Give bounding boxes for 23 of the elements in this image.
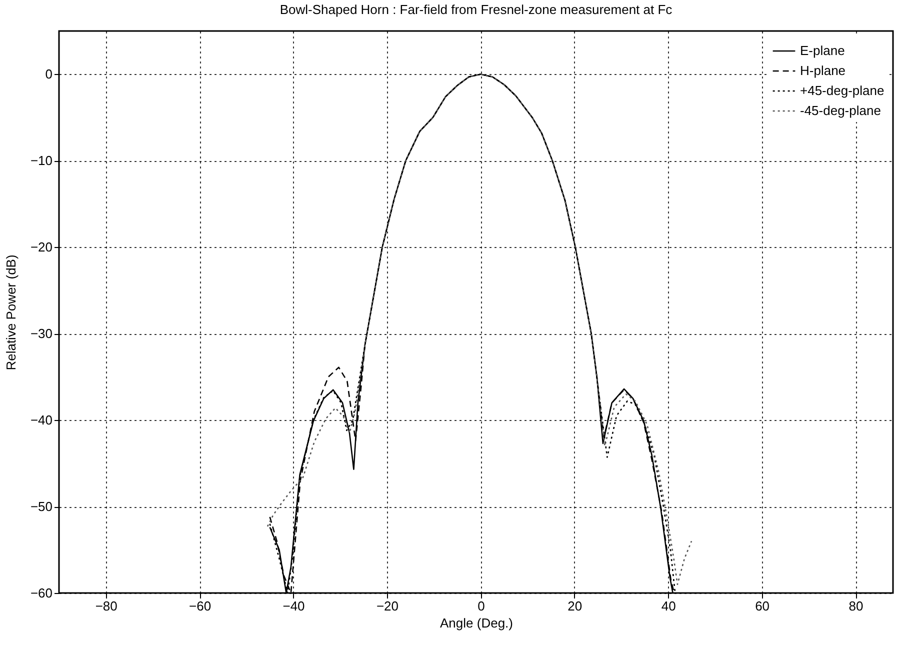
x-tick-label: −60 xyxy=(189,598,212,614)
legend-label: +45-deg-plane xyxy=(800,83,884,98)
x-tick-label: 40 xyxy=(661,598,676,614)
x-axis-title: Angle (Deg.) xyxy=(440,616,513,630)
y-tick-label: −10 xyxy=(30,153,52,168)
y-axis-title: Relative Power (dB) xyxy=(3,254,18,370)
y-tick-label: −50 xyxy=(30,499,52,514)
y-tick-label: −30 xyxy=(30,326,52,342)
legend-label: H-plane xyxy=(800,63,846,78)
legend-label: -45-deg-plane xyxy=(800,103,881,118)
y-tick-label: −20 xyxy=(30,240,52,255)
x-tick-label: 60 xyxy=(755,598,770,614)
x-tick-label: −80 xyxy=(95,598,118,614)
chart-title: Bowl-Shaped Horn : Far-field from Fresnel-zone measurement at Fc xyxy=(280,2,673,17)
y-tick-label: −60 xyxy=(30,586,52,600)
x-tick-label: −40 xyxy=(282,598,305,614)
x-tick-label: −20 xyxy=(376,598,399,614)
y-tick-label: 0 xyxy=(45,66,52,82)
x-tick-label: 20 xyxy=(568,598,582,614)
x-tick-label: 80 xyxy=(848,598,864,614)
legend-label: E-plane xyxy=(800,43,845,58)
x-tick-label: 0 xyxy=(478,598,485,614)
y-tick-label: −40 xyxy=(30,412,52,428)
